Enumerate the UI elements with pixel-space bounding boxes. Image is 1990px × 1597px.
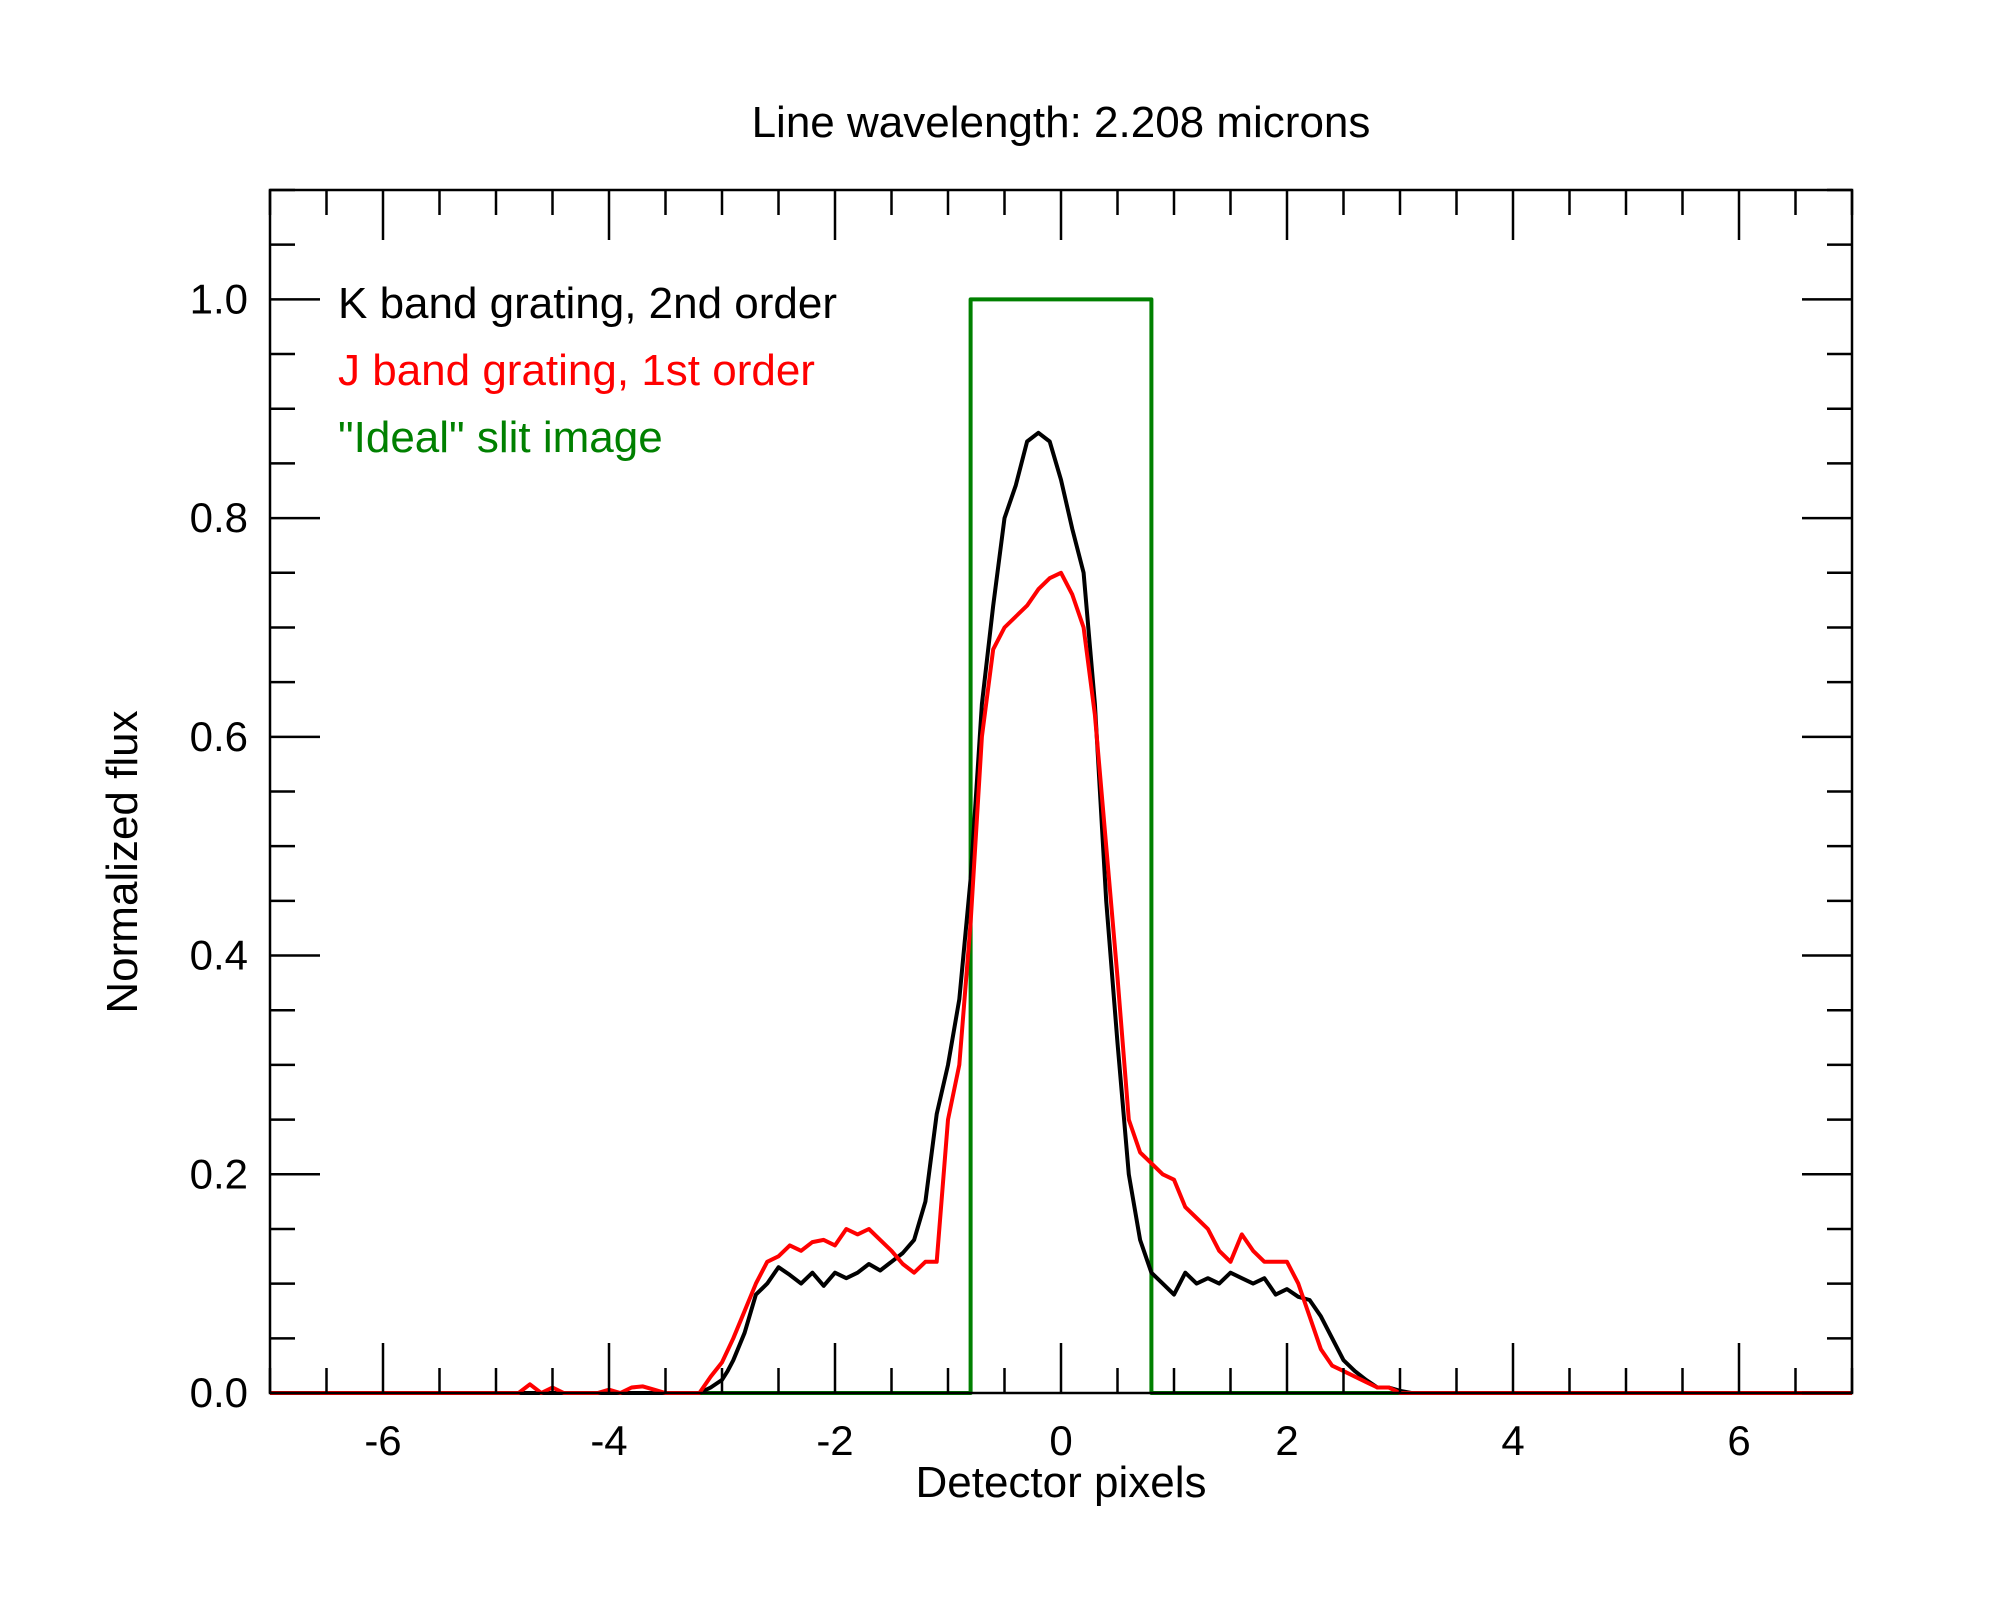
x-tick-label: -6 [364, 1417, 401, 1464]
legend: K band grating, 2nd order J band grating,… [338, 279, 837, 462]
series-line-2 [270, 297, 1852, 1395]
y-axis-label: Normalized flux [98, 710, 147, 1013]
x-tick-label: -4 [590, 1417, 627, 1464]
y-tick-label: 0.8 [190, 494, 248, 541]
y-tick-label: 0.6 [190, 713, 248, 760]
y-tick-label: 0.2 [190, 1150, 248, 1197]
x-tick-label: -2 [816, 1417, 853, 1464]
x-tick-label: 4 [1501, 1417, 1524, 1464]
y-tick-label: 1.0 [190, 275, 248, 322]
series-layer [270, 297, 1852, 1395]
y-tick-label: 0.4 [190, 932, 248, 979]
axis-layer: -6 -4 -2 0 2 4 6 0.0 0.2 0.4 0.6 0.8 1.0 [190, 188, 1854, 1464]
x-axis-label: Detector pixels [915, 1458, 1206, 1507]
legend-entry-0: K band grating, 2nd order [338, 279, 837, 328]
y-tick-label: 0.0 [190, 1369, 248, 1416]
series-line-0 [270, 430, 1852, 1395]
series-line-1 [270, 570, 1852, 1395]
x-tick-label: 6 [1727, 1417, 1750, 1464]
legend-entry-2: "Ideal" slit image [338, 413, 663, 462]
chart-title: Line wavelength: 2.208 microns [752, 98, 1371, 147]
x-tick-label: 2 [1275, 1417, 1298, 1464]
legend-entry-1: J band grating, 1st order [338, 346, 815, 395]
x-tick-label: 0 [1049, 1417, 1072, 1464]
